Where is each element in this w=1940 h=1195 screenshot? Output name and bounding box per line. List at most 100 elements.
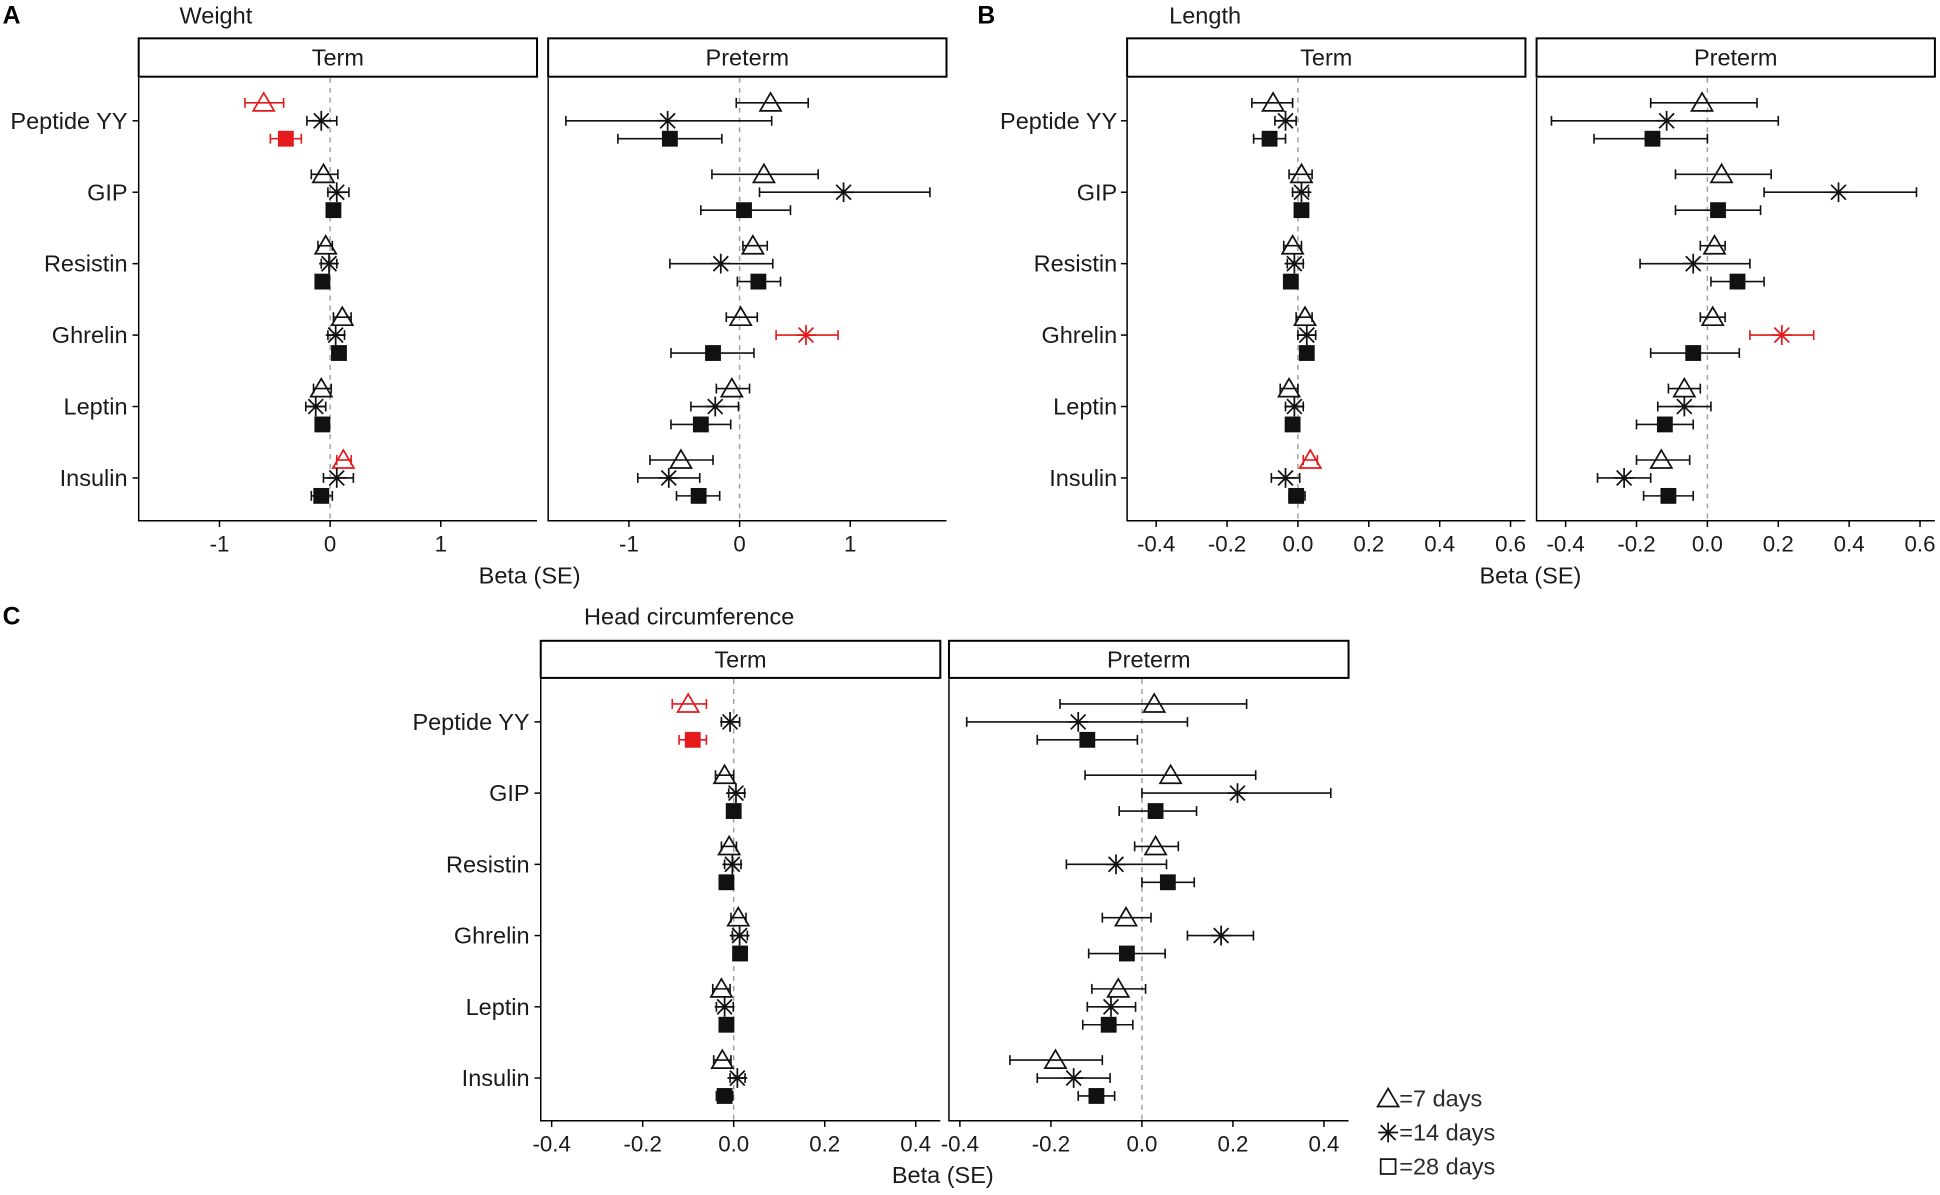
panel-b-preterm-strip-label: Preterm [1694,45,1778,71]
panel-a-preterm-resistin-14-days-point [669,253,774,274]
panel-c-preterm-ghrelin-28-days-point [1087,945,1166,962]
panel-a-term-leptin-7-days-marker-triangle-icon [309,376,334,398]
panel-c-preterm-strip [947,639,1350,679]
legend-label-7-days: =7 days [1399,1086,1482,1112]
panel-c-preterm-leptin-14-days-marker-asterisk-icon [1101,996,1121,1017]
panel-b-preterm-resistin-7-days-point [1699,234,1727,255]
panel-a-preterm-leptin-7-days-point [715,376,751,398]
panel-c-preterm-leptin-28-days-marker-square-icon [1100,1016,1117,1033]
panel-a-preterm-peptide-yy-28-days-point [617,130,723,147]
panel-c-term-peptide-yy-7-days-marker-triangle-icon [676,692,701,713]
panel-a-preterm-gip-7-days-point [711,162,819,184]
panel-c-term-peptide-yy-7-days-point [671,692,708,713]
panel-b-preterm-strip [1535,37,1936,78]
panel-c-term-insulin-28-days-point [715,1088,734,1104]
panel-a-term-insulin-14-days-point [322,468,355,488]
panel-a-term-insulin-14-days-marker-asterisk-icon [326,468,347,488]
panel-c-y-tick-label-insulin: Insulin [462,1065,530,1091]
panel-b-preterm-resistin-14-days-point [1639,253,1751,274]
legend-7-days-triangle-icon [1376,1086,1401,1108]
panel-c-preterm-insulin-7-days-point [1009,1048,1104,1070]
panel-a-y-tick-label-leptin: Leptin [64,394,128,420]
panel-a-preterm-x-tick-label: -1 [619,532,639,557]
panel-c-term-ghrelin-28-days-point [732,945,748,962]
panel-b-term-gip-14-days-point [1291,182,1312,203]
panel-b-y-tick-label-gip: GIP [1077,179,1117,205]
panel-b-term-leptin-28-days-marker-square-icon [1284,416,1301,433]
panel-a-term-x-tick-label: 0 [324,532,336,557]
panel-c-term-strip-label: Term [714,646,766,672]
panel-c-preterm-peptide-yy-14-days-marker-asterisk-icon [1068,711,1089,732]
panel-c-preterm-gip-28-days-marker-square-icon [1147,803,1164,819]
panel-c-preterm-strip-label: Preterm [1107,646,1191,672]
panel-a-term-facet: Term -1 0 1 Peptide YY GIP Resistin Ghrelin Lept… [10,37,539,557]
panel-c-preterm-resistin-14-days-point [1065,854,1168,875]
panel-c-term-leptin-7-days-point [709,977,734,998]
panel-a-term-resistin-28-days-point [314,273,331,290]
panel-b-term-leptin-7-days-point [1277,376,1302,398]
panel-b-preterm-peptide-yy-7-days-marker-triangle-icon [1690,91,1715,112]
panel-c-preterm-gip-14-days-marker-asterisk-icon [1227,783,1248,804]
panel-a-y-tick-label-insulin: Insulin [60,465,128,491]
panel-b-term-ghrelin-14-days-point [1296,325,1317,345]
panel-b-preterm-ghrelin-14-days-marker-asterisk-icon [1771,325,1792,345]
panel-a-y-tick-label-peptide-yy: Peptide YY [10,108,127,134]
panel-b-term-ghrelin-7-days-point [1292,305,1318,327]
panel-c-preterm-leptin-28-days-point [1081,1016,1134,1033]
panel-c-term-insulin-14-days-point [727,1068,748,1088]
panel-a-preterm-gip-14-days-point [758,182,931,203]
panel-c-y-tick-label-leptin: Leptin [466,994,530,1020]
panel-c-term-resistin-14-days-point [722,854,743,875]
panel-b-preterm-resistin-28-days-marker-square-icon [1729,273,1746,290]
panel-c-preterm-x-tick-label: 0.0 [1126,1132,1157,1157]
panel-c-term-resistin-7-days-marker-triangle-icon [717,834,742,856]
panel-c-term-x-tick-label: 0.2 [809,1132,840,1157]
panel-a-term-gip-14-days-point [326,182,350,203]
panel-c-preterm-resistin-28-days-marker-square-icon [1159,874,1176,891]
panel-c-preterm-ghrelin-28-days-marker-square-icon [1118,945,1135,962]
legend-28-days-square-icon [1379,1158,1397,1175]
panel-b-term-resistin-7-days-marker-triangle-icon [1280,234,1305,255]
panel-b-term-strip [1126,37,1527,78]
panel-c-y-tick-label-resistin: Resistin [446,851,530,877]
panel-b-preterm-leptin-28-days-marker-square-icon [1656,416,1673,433]
panel-a-preterm-gip-14-days-marker-asterisk-icon [833,182,854,203]
panel-b-term-leptin-14-days-point [1284,396,1305,417]
panel-c-preterm-resistin-28-days-point [1141,874,1196,891]
panel-b-x-axis-title: Beta (SE) [1479,562,1581,588]
panel-a-letter: A [3,3,21,30]
panel-c-preterm-x-tick-label: -0.4 [941,1132,979,1157]
panel-b-preterm-resistin-14-days-marker-asterisk-icon [1683,253,1704,274]
panel-b-preterm-facet: Preterm -0.4 -0.2 0.0 0.2 0.4 0.6 [1535,37,1936,557]
panel-a-preterm-x-tick-label: 0 [733,532,745,557]
panel-a-term-ghrelin-28-days-point [331,345,347,361]
panel-b-preterm-insulin-14-days-marker-asterisk-icon [1614,468,1635,488]
panel-b-term-x-tick-label: 0.2 [1353,532,1384,557]
panel-b-preterm-peptide-yy-14-days-marker-asterisk-icon [1656,110,1677,131]
panel-a-term-gip-28-days-point [325,202,342,219]
panel-b-y-tick-label-insulin: Insulin [1049,465,1117,491]
panel-b-preterm-gip-28-days-point [1674,202,1762,219]
panel-c-preterm-insulin-28-days-marker-square-icon [1088,1088,1105,1104]
panel-b-term-gip-28-days-point [1293,202,1310,219]
panel-b-term-facet: Term -0.4 -0.2 0.0 0.2 0.4 0.6 Peptide YY GIP Res… [1000,37,1527,557]
panel-a-term-leptin-14-days-point [304,396,327,417]
panel-a-preterm-ghrelin-7-days-point [725,305,759,327]
panel-b-term-leptin-28-days-point [1284,416,1301,433]
panel-b-preterm-peptide-yy-28-days-marker-square-icon [1644,130,1661,147]
panel-b-preterm-peptide-yy-7-days-point [1649,91,1758,112]
panel-a-y-tick-label-resistin: Resistin [44,251,128,277]
panel-b-preterm-x-tick-label: 0.6 [1905,532,1936,557]
panel-c-preterm-facet: Preterm -0.4 -0.2 0.0 0.2 0.4 [941,639,1350,1157]
legend-label-14-days: =14 days [1399,1120,1495,1146]
panel-a-term-gip-28-days-marker-square-icon [325,202,342,219]
panel-a-term-gip-7-days-marker-triangle-icon [311,162,336,184]
panel-b-term-insulin-28-days-point [1288,487,1306,504]
legend: =7 days =14 days =28 days [1376,1086,1495,1180]
panel-b-y-tick-label-peptide-yy: Peptide YY [1000,108,1117,134]
panel-c-term-resistin-28-days-marker-square-icon [718,874,735,891]
legend-label-28-days: =28 days [1399,1154,1495,1180]
panel-c-preterm-peptide-yy-7-days-marker-triangle-icon [1142,692,1167,713]
panel-a-term-peptide-yy-7-days-marker-triangle-icon [251,91,276,112]
panel-c-term-ghrelin-7-days-point [726,906,751,927]
